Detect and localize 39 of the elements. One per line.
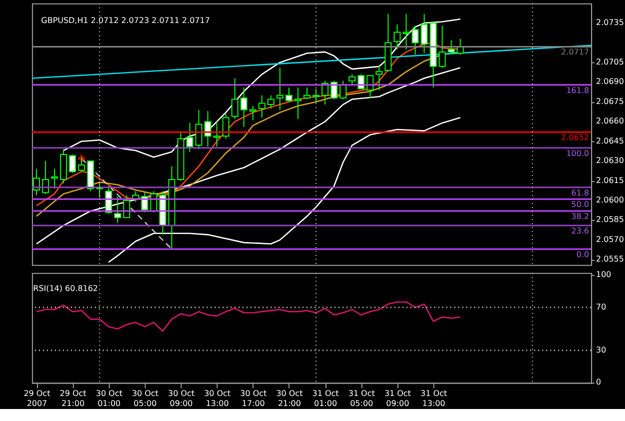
annotation: 50.0	[571, 200, 590, 210]
x-tick-label: 31 Oct 05:00	[348, 389, 375, 408]
x-tick-label: 30 Oct 13:00	[204, 389, 231, 408]
x-tick-label: 31 Oct 13:00	[420, 389, 447, 408]
y-tick-label: 2.0585	[596, 215, 624, 224]
y-tick-label: 100	[596, 270, 612, 280]
annotation: 161.8	[566, 86, 590, 95]
annotation: 61.8	[571, 188, 590, 198]
y-tick-label: 2.0675	[596, 96, 624, 106]
text: GBPUSD,H1 2.0712 2.0723 2.0711 2.0717	[41, 16, 210, 25]
y-tick-label: 2.0615	[596, 176, 624, 185]
y-tick-label: 2.0705	[596, 57, 624, 66]
text: RSI(14) 60.8162	[33, 284, 98, 294]
y-tick-label: 2.0660	[596, 116, 624, 126]
annotation: 23.6	[571, 226, 590, 236]
y-tick-label: 2.0690	[596, 77, 624, 86]
y-tick-label: 2.0630	[596, 156, 624, 166]
x-tick-label: 30 Oct 09:00	[168, 389, 194, 408]
y-tick-label: 70	[596, 302, 606, 312]
annotation: 100.0	[566, 148, 590, 158]
annotation: 0.0	[576, 250, 590, 260]
x-tick-label: 30 Oct 01:00	[96, 389, 122, 408]
y-tick-label: 2.0555	[596, 254, 624, 264]
y-tick-label: 0	[596, 378, 602, 387]
ref-line-label: 2.0652	[561, 133, 590, 142]
y-tick-label: 2.0600	[596, 195, 624, 204]
y-tick-label: 2.0570	[596, 234, 624, 244]
ref-line-label: 2.0717	[561, 48, 590, 57]
y-tick-label: 30	[596, 345, 606, 354]
x-tick-label: 30 Oct 05:00	[132, 389, 158, 408]
x-tick-label: 31 Oct 01:00	[312, 389, 339, 408]
y-tick-label: 2.0735	[596, 18, 624, 28]
x-tick-label: 30 Oct 17:00	[240, 389, 267, 408]
y-tick-label: 2.0645	[596, 136, 624, 146]
annotation: 38.2	[571, 212, 590, 221]
x-tick-label: 29 Oct 2007	[24, 389, 50, 408]
x-tick-label: 30 Oct 21:00	[276, 389, 303, 408]
x-tick-label: 29 Oct 21:00	[60, 389, 86, 408]
x-tick-label: 31 Oct 09:00	[384, 389, 411, 408]
